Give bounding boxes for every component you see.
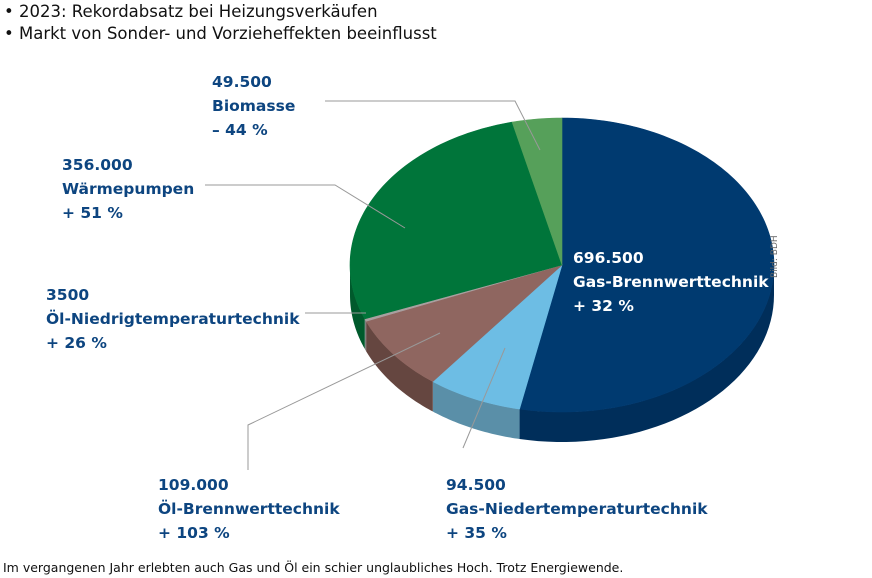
data-label-change: + 103 % xyxy=(158,524,230,542)
data-label-change: + 51 % xyxy=(62,204,123,222)
pie-slice-wärmepumpen xyxy=(349,121,563,320)
image-credit: Bild: BDH xyxy=(770,235,780,278)
data-label-name: Gas-Niedertemperaturtechnik xyxy=(446,500,708,518)
data-label-change: – 44 % xyxy=(212,121,268,139)
data-label-name: Wärmepumpen xyxy=(62,180,195,198)
pie-side-öl-niedrigtemperaturtechnik xyxy=(364,318,367,352)
data-label-change: + 26 % xyxy=(46,334,107,352)
data-label-name: Öl-Niedrigtemperaturtechnik xyxy=(46,310,300,328)
data-label-value: 49.500 xyxy=(212,73,272,91)
data-label-value: 356.000 xyxy=(62,156,133,174)
pie-slices xyxy=(349,117,775,413)
data-label-name: Gas-Brennwerttechnik xyxy=(573,273,769,291)
data-label-value: 109.000 xyxy=(158,476,229,494)
leader-line-gas-nieder xyxy=(462,347,506,449)
leader-line-biomasse xyxy=(325,100,541,151)
data-label-name: Biomasse xyxy=(212,97,296,115)
leader-lines xyxy=(205,100,541,470)
leader-line-oel-brennwert xyxy=(247,332,441,470)
data-label-change: + 35 % xyxy=(446,524,507,542)
label-oel-niedrigtemperatur: 3500 Öl-Niedrigtemperaturtechnik + 26 % xyxy=(46,283,300,355)
pie-side-gas-niedertemperaturtechnik xyxy=(432,381,520,440)
data-label-value: 3500 xyxy=(46,286,90,304)
pie-slice-gas-brennwerttechnik xyxy=(519,117,775,413)
headline-bullet-1: • 2023: Rekordabsatz bei Heizungsverkäuf… xyxy=(4,2,378,21)
caption: Im vergangenen Jahr erlebten auch Gas un… xyxy=(3,560,624,575)
headline-bullet-2: • Markt von Sonder- und Vorzieheffekten … xyxy=(4,24,437,43)
label-oel-brennwert: 109.000 Öl-Brennwerttechnik + 103 % xyxy=(158,473,340,545)
pie-slice-gas-niedertemperaturtechnik xyxy=(432,264,563,410)
data-label-change: + 32 % xyxy=(573,297,634,315)
label-biomasse: 49.500 Biomasse – 44 % xyxy=(212,70,295,142)
pie-side-gas-brennwerttechnik xyxy=(519,265,774,442)
data-label-value: 94.500 xyxy=(446,476,506,494)
data-label-name: Öl-Brennwerttechnik xyxy=(158,500,340,518)
pie-slice-biomasse xyxy=(511,117,563,266)
pie-side-wärmepumpen xyxy=(350,265,365,349)
label-gas-niedertemperatur: 94.500 Gas-Niedertemperaturtechnik + 35 … xyxy=(446,473,708,545)
pie-slice-öl-brennwerttechnik xyxy=(365,264,563,382)
label-gas-brennwert: 696.500 Gas-Brennwerttechnik + 32 % xyxy=(573,246,769,318)
leader-line-waermepumpen xyxy=(205,184,406,229)
data-label-value: 696.500 xyxy=(573,249,644,267)
label-waermepumpen: 356.000 Wärmepumpen + 51 % xyxy=(62,153,194,225)
